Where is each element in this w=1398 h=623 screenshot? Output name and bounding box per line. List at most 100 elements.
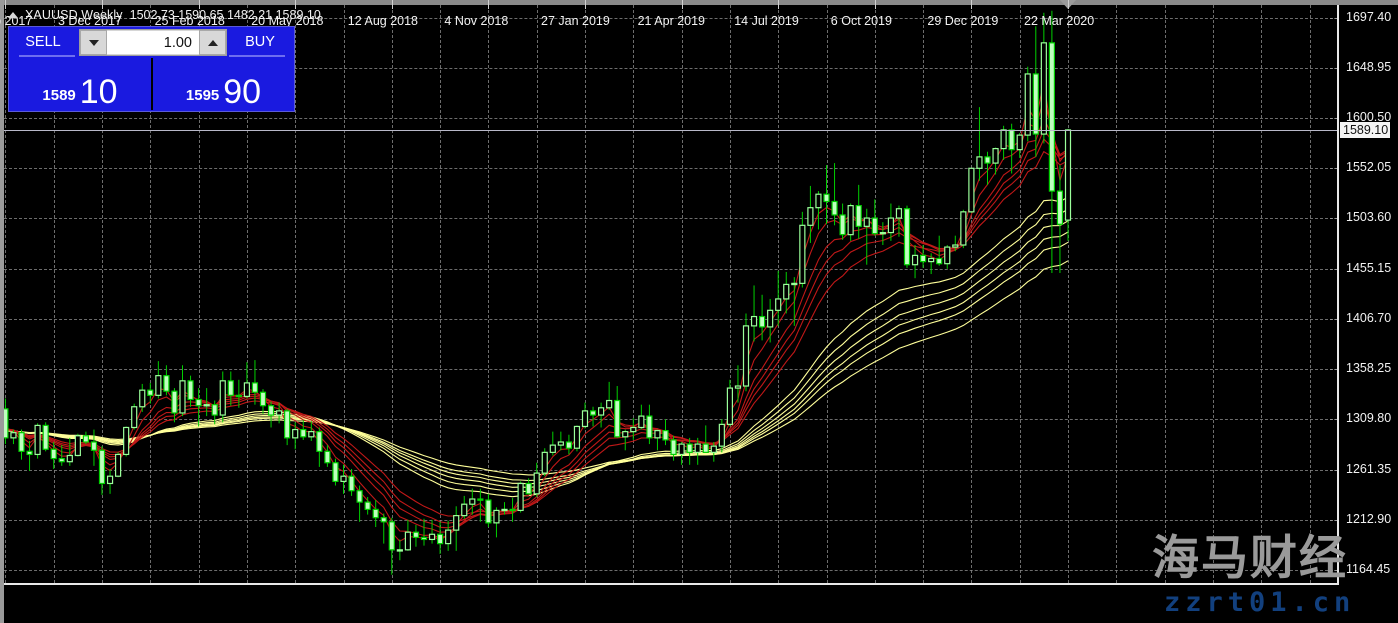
candlestick (992, 147, 999, 175)
candle-body (219, 380, 226, 416)
buy-price-button[interactable]: 1595 90 (153, 58, 294, 110)
candlestick (42, 422, 49, 452)
candlestick (1008, 123, 1015, 174)
candle-body (662, 429, 669, 441)
bid-price-line (4, 129, 1338, 131)
candle-body (372, 508, 379, 519)
time-label: 29 Dec 2019 (927, 14, 999, 28)
time-label: 27 Jan 2019 (541, 14, 610, 28)
time-label: 12 Aug 2018 (347, 14, 419, 28)
candle-body (968, 167, 975, 213)
candle-body (501, 508, 508, 512)
candle-body (267, 405, 275, 416)
candlestick (284, 408, 291, 446)
candlestick (332, 458, 339, 486)
candle-body (106, 475, 114, 485)
candle-body (4, 408, 9, 439)
candle-body (718, 423, 725, 447)
sell-button-label[interactable]: SELL (25, 33, 61, 50)
volume-input[interactable]: 1.00 (107, 31, 199, 54)
candlestick (123, 426, 130, 457)
price-label: 1406.70 (1346, 310, 1392, 325)
candlestick (26, 440, 33, 472)
time-scale[interactable] (4, 585, 1398, 623)
time-tick (1068, 0, 1069, 9)
candlestick (356, 485, 363, 522)
vertical-gridline (295, 5, 297, 583)
candle-body (308, 431, 315, 438)
candle-body (1008, 129, 1015, 151)
candle-body (98, 449, 106, 485)
candle-body (654, 429, 661, 439)
volume-increment-button[interactable] (199, 30, 226, 55)
price-tick (1330, 369, 1337, 371)
candle-body (477, 498, 484, 501)
candle-body (276, 410, 283, 416)
candle-body (871, 217, 878, 235)
candlestick (823, 165, 830, 225)
candle-body (630, 426, 637, 433)
candle-body (573, 425, 581, 449)
candle-body (815, 193, 822, 209)
candle-body (171, 390, 178, 414)
candlestick (614, 386, 621, 438)
volume-spinner[interactable]: 1.00 (79, 29, 227, 56)
candle-body (944, 246, 951, 265)
candlestick (98, 446, 106, 495)
volume-decrement-button[interactable] (80, 30, 107, 55)
price-tick (1330, 469, 1337, 471)
sell-price-button[interactable]: 1589 10 (9, 58, 151, 110)
one-click-trade-panel[interactable]: SELL BUY 1.00 1589 10 1595 90 (8, 26, 295, 112)
candlestick (428, 519, 436, 544)
candle-body (163, 375, 170, 392)
sell-underline (19, 55, 75, 57)
time-tick (198, 0, 200, 9)
candlestick (638, 404, 645, 430)
candlestick (34, 423, 41, 459)
caret-down-icon (88, 39, 99, 46)
candle-body (155, 375, 162, 396)
candlestick (493, 507, 500, 538)
candle-body (348, 475, 355, 492)
candle-body (879, 231, 886, 235)
candlestick (839, 203, 846, 240)
candlestick-svg (4, 10, 1072, 575)
vertical-gridline (971, 5, 973, 583)
vertical-gridline (150, 5, 152, 583)
candle-body (799, 224, 806, 284)
buy-button-label[interactable]: BUY (245, 33, 275, 50)
candlestick (251, 360, 259, 405)
candlestick (622, 429, 629, 451)
candle-body (936, 257, 943, 265)
candle-body (622, 431, 629, 438)
horizontal-gridline (4, 419, 1338, 421)
candle-body (131, 406, 138, 429)
vertical-gridline (585, 5, 586, 583)
price-tick (1330, 118, 1337, 119)
time-label: 14 Jul 2019 (734, 14, 799, 28)
candle-body (960, 211, 967, 246)
candle-body (147, 389, 154, 396)
candlestick (1000, 125, 1007, 160)
candlestick (815, 191, 822, 230)
chart-symbol-label: XAUUSD,Weekly (25, 8, 123, 22)
candle-body (823, 193, 830, 203)
candle-body (316, 431, 323, 452)
candle-body (670, 439, 677, 456)
candle-body (356, 490, 363, 503)
candle-body (428, 533, 436, 541)
vertical-gridline (923, 5, 925, 583)
candlestick (799, 211, 806, 288)
candle-body (1056, 190, 1064, 225)
candle-body (758, 315, 766, 328)
vertical-gridline (536, 5, 538, 583)
candlestick (477, 488, 484, 522)
candle-body (976, 156, 983, 169)
price-label: 1552.05 (1346, 160, 1392, 175)
time-tick (391, 0, 393, 9)
price-scale[interactable] (1339, 5, 1398, 583)
candle-body (895, 208, 903, 219)
candle-body (420, 536, 428, 541)
candlestick (525, 478, 532, 495)
